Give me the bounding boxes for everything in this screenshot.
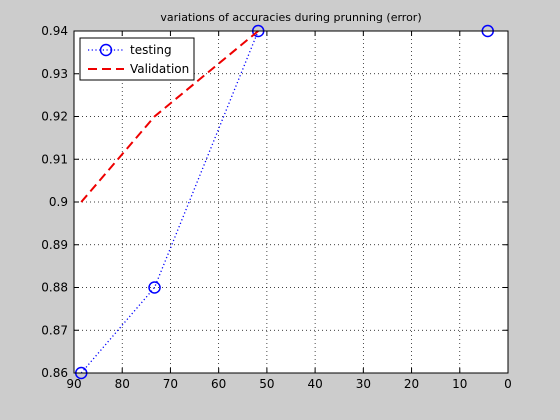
y-tick-label: 0.9 (49, 195, 68, 209)
legend-label-validation: Validation (130, 62, 189, 76)
x-tick-label: 0 (504, 377, 512, 391)
data-point-testing (148, 281, 161, 294)
series-line-testing (80, 30, 259, 374)
y-tick-label: 0.91 (41, 152, 68, 166)
series-line-validation (80, 30, 259, 203)
chart-title: variations of accuracies during prunning… (160, 11, 421, 24)
x-tick-label: 70 (163, 377, 178, 391)
legend: testing Validation (79, 37, 195, 81)
y-tick-label: 0.86 (41, 366, 68, 380)
legend-label-testing: testing (130, 43, 172, 57)
x-tick-label: 20 (404, 377, 419, 391)
x-tick-label: 80 (115, 377, 130, 391)
series-layer (74, 24, 494, 380)
ticks: 90 80 70 60 50 40 30 20 10 0 0.86 0.87 0.88 0.89 0.9 0.… (41, 24, 512, 391)
x-tick-label: 90 (66, 377, 81, 391)
y-tick-label: 0.89 (41, 238, 68, 252)
x-tick-label: 60 (211, 377, 226, 391)
x-tick-label: 10 (452, 377, 467, 391)
legend-marker-testing (99, 43, 113, 57)
x-tick-label: 30 (356, 377, 371, 391)
y-tick-label: 0.93 (41, 67, 68, 81)
grid (74, 31, 508, 373)
y-tick-label: 0.92 (41, 110, 68, 124)
x-tick-label: 40 (307, 377, 322, 391)
x-tick-label: 50 (259, 377, 274, 391)
legend-box (79, 37, 195, 81)
y-tick-label: 0.87 (41, 323, 68, 337)
y-tick-label: 0.94 (41, 24, 68, 38)
y-tick-label: 0.88 (41, 281, 68, 295)
